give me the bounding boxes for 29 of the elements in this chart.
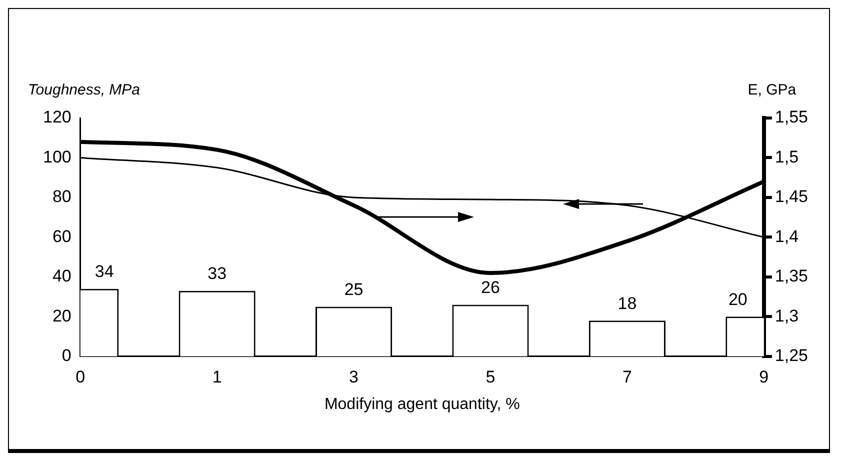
y2-tick-label: 1,4 — [774, 226, 799, 246]
x-tick-label: 7 — [622, 367, 632, 386]
data-label: 34 — [94, 262, 114, 282]
x-tick-label: 1 — [212, 367, 222, 386]
y2-tick-label: 1,35 — [774, 266, 808, 286]
data-label: 33 — [208, 264, 227, 284]
data-label: 25 — [344, 280, 364, 299]
y2-axis-title: E, GPa — [748, 82, 797, 99]
y-tick-label: 60 — [52, 226, 72, 246]
data-label: 20 — [728, 290, 748, 309]
y-tick-label: 20 — [52, 306, 72, 326]
x-axis-title: Modifying agent quantity, % — [324, 396, 520, 413]
data-label: 26 — [481, 278, 500, 297]
data-label: 18 — [618, 294, 637, 313]
y2-tick-label: 1,5 — [774, 147, 799, 166]
x-tick-label: 5 — [486, 367, 496, 386]
x-tick-label: 0 — [76, 367, 86, 386]
y-tick-label: 120 — [42, 108, 72, 127]
y2-tick-label: 1,45 — [774, 187, 808, 206]
y-tick-label: 40 — [52, 266, 72, 286]
y2-tick-label: 1,25 — [774, 346, 808, 366]
y-tick-label: 0 — [62, 346, 72, 366]
y-tick-label: 100 — [42, 147, 72, 166]
y2-tick-label: 1,3 — [774, 306, 799, 326]
y-axis-title: Toughness, MPa — [28, 82, 140, 99]
x-tick-label: 3 — [349, 367, 359, 386]
x-tick-label: 9 — [759, 367, 769, 386]
y-tick-label: 80 — [52, 187, 72, 206]
y2-tick-label: 1,55 — [774, 108, 808, 127]
